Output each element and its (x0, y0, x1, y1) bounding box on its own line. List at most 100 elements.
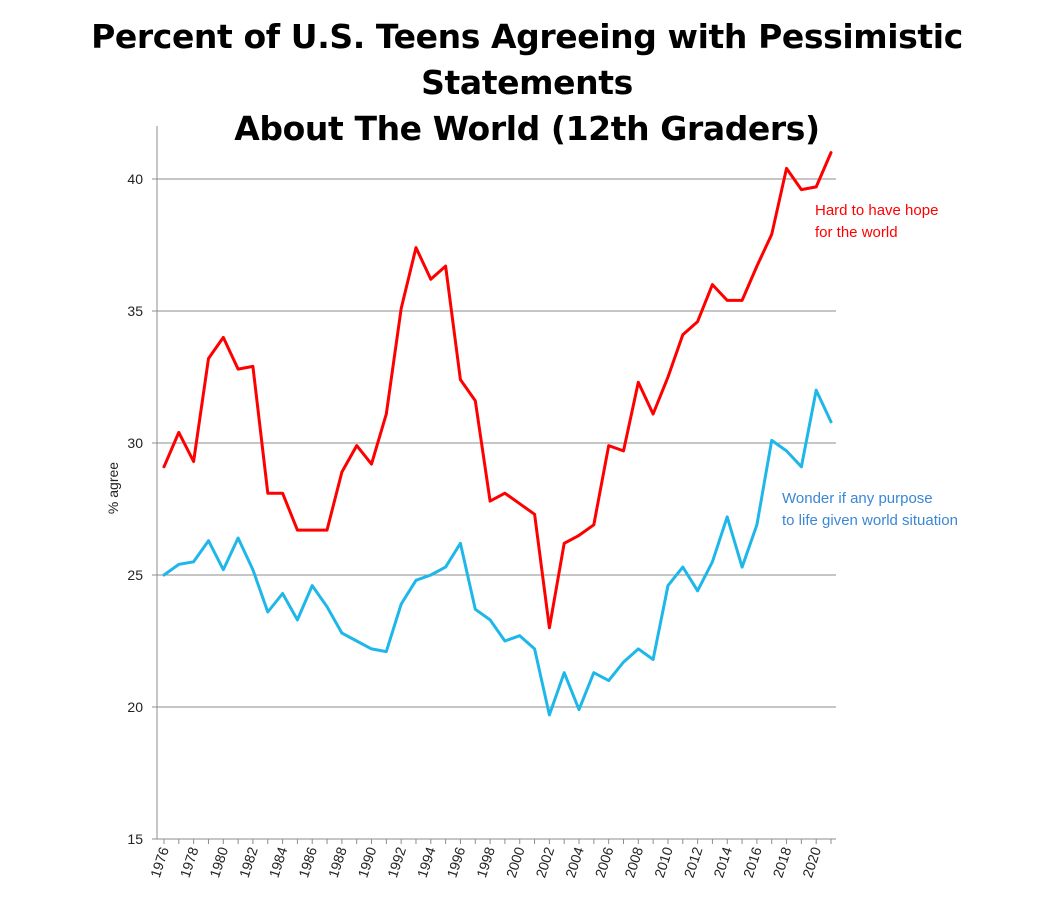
series-label-2-line-1: Wonder if any purpose (782, 490, 933, 507)
data-point-s1-2016 (755, 264, 759, 268)
x-tick-label-1986: 1986 (295, 845, 320, 880)
x-tick-label-2008: 2008 (621, 845, 646, 880)
data-point-s1-1999 (503, 491, 507, 495)
data-point-s2-2010 (666, 584, 670, 587)
data-point-s2-1988 (340, 631, 344, 635)
x-tick-label-1992: 1992 (384, 845, 409, 880)
data-point-s1-1996 (459, 378, 462, 381)
data-point-s1-1976 (162, 465, 166, 468)
data-point-s2-2013 (711, 560, 714, 563)
x-tick-label-1978: 1978 (177, 845, 202, 880)
data-point-s2-1986 (311, 584, 314, 587)
data-point-s2-2002 (548, 713, 551, 717)
series-line-1 (162, 151, 833, 630)
data-point-s1-1992 (399, 307, 403, 310)
data-point-s2-1976 (162, 573, 166, 577)
x-tick-label-1988: 1988 (325, 845, 350, 880)
y-tick-label-30: 30 (127, 435, 143, 451)
x-tick-label-1996: 1996 (443, 845, 468, 880)
series-lines (162, 151, 833, 717)
data-point-s1-1994 (429, 278, 432, 281)
data-point-s2-2015 (740, 565, 744, 569)
data-point-s2-2017 (770, 439, 773, 442)
data-point-s2-1997 (474, 608, 477, 611)
data-point-s1-2012 (696, 320, 699, 323)
data-point-s1-1997 (474, 399, 477, 402)
x-tick-label-2000: 2000 (503, 845, 528, 880)
x-tick-label-2016: 2016 (740, 845, 765, 880)
x-tick-label-1976: 1976 (147, 845, 172, 880)
data-point-s2-2011 (681, 565, 684, 569)
data-point-s2-2003 (563, 671, 566, 674)
series-line-2 (162, 388, 833, 717)
data-point-s2-1985 (296, 618, 299, 622)
data-point-s2-2021 (829, 420, 833, 424)
data-point-s1-1981 (236, 367, 240, 371)
data-point-s1-2002 (548, 626, 551, 629)
data-point-s2-2000 (518, 634, 521, 637)
y-tick-label-20: 20 (127, 699, 143, 715)
data-point-s1-2019 (800, 188, 803, 191)
y-tick-label-15: 15 (127, 831, 143, 847)
data-point-s2-1993 (414, 579, 418, 582)
data-point-s1-2009 (651, 412, 655, 416)
data-point-s2-2016 (755, 523, 759, 527)
y-tick-label-35: 35 (127, 303, 143, 319)
data-point-s2-1994 (429, 573, 432, 577)
data-point-s2-1978 (192, 560, 195, 563)
data-point-s1-1980 (222, 336, 225, 339)
data-point-s2-2008 (637, 647, 640, 651)
data-point-s2-1998 (488, 618, 492, 622)
x-tick-label-2020: 2020 (799, 845, 824, 880)
data-point-s1-1979 (207, 357, 210, 360)
data-point-s1-2014 (726, 299, 729, 302)
axes (156, 126, 836, 840)
data-point-s1-1993 (414, 246, 418, 249)
series-label-1-line-1: Hard to have hope (815, 202, 938, 219)
data-point-s2-2005 (592, 671, 596, 674)
chart-title-line-1: Percent of U.S. Teens Agreeing with Pess… (91, 17, 963, 102)
data-point-s1-2021 (829, 151, 833, 154)
y-axis-label: % agree (105, 462, 121, 514)
data-point-s2-1990 (370, 647, 373, 651)
data-point-s2-1996 (459, 542, 462, 545)
data-point-s1-2000 (518, 502, 521, 505)
data-point-s2-2007 (622, 660, 625, 664)
x-tick-label-1980: 1980 (206, 845, 231, 880)
data-point-s1-1989 (355, 444, 358, 447)
data-point-s1-1986 (311, 528, 314, 532)
data-point-s2-2014 (726, 515, 729, 519)
data-point-s2-1980 (222, 568, 225, 571)
data-point-s2-2019 (800, 465, 803, 468)
data-point-s1-2015 (740, 299, 744, 302)
data-point-s1-1982 (251, 365, 255, 368)
x-tick-label-1998: 1998 (473, 845, 498, 880)
data-point-s2-2004 (577, 708, 581, 711)
data-point-s1-1988 (340, 470, 344, 474)
data-point-s1-1984 (281, 491, 284, 495)
data-point-s1-2020 (814, 185, 818, 189)
series-label-2-line-2: to life given world situation (782, 512, 958, 529)
x-tick-label-2012: 2012 (681, 845, 706, 880)
data-point-s2-1979 (207, 539, 210, 542)
data-point-s2-1991 (385, 650, 388, 653)
data-point-s2-1983 (266, 610, 269, 614)
data-point-s2-1981 (236, 536, 240, 540)
data-point-s2-2012 (696, 589, 699, 593)
data-point-s1-2011 (681, 333, 684, 336)
data-point-s1-2010 (666, 375, 670, 379)
data-point-s1-2005 (592, 523, 596, 527)
x-tick-label-1994: 1994 (414, 845, 439, 880)
x-tick-label-2006: 2006 (592, 845, 617, 880)
data-point-s2-1992 (399, 602, 403, 606)
data-point-s1-1995 (444, 264, 447, 268)
data-point-s1-2006 (607, 444, 610, 447)
x-tick-label-2018: 2018 (770, 845, 795, 880)
data-point-s2-2009 (651, 658, 655, 661)
x-axis-ticks: 1976 1978 1980 1982 1984 1986 1988 1990 1992 1994… (147, 839, 832, 880)
series-labels: Hard to have hope for the world Wonder if … (782, 202, 958, 529)
data-point-s2-1982 (251, 568, 255, 571)
x-tick-label-1990: 1990 (355, 845, 380, 880)
data-point-s1-1990 (370, 462, 373, 466)
